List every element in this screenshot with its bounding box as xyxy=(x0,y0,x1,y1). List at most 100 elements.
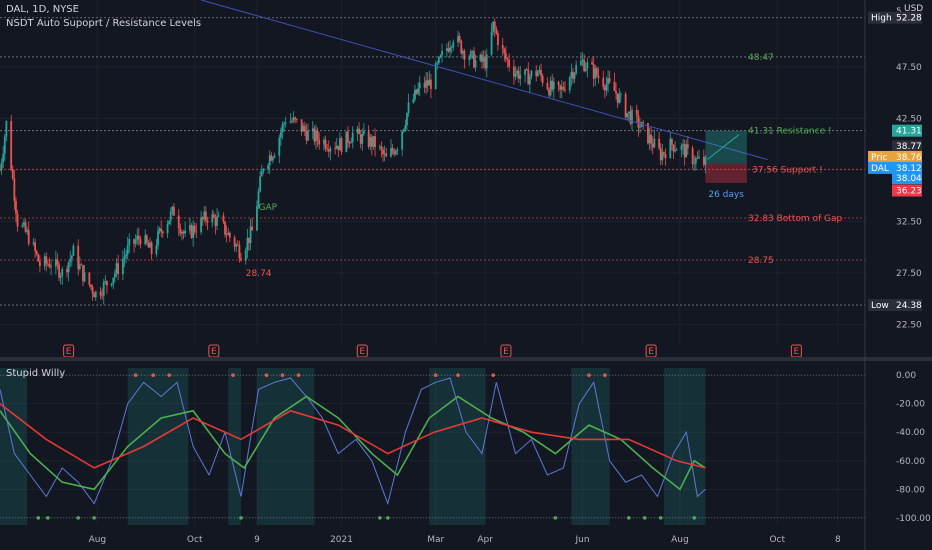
price-tag xyxy=(868,299,922,312)
oscillator-top-marker xyxy=(296,373,301,377)
candle-body xyxy=(32,242,35,244)
price-tag-value: 52.28 xyxy=(896,14,922,24)
candle-body xyxy=(650,134,653,144)
candle-body xyxy=(557,81,560,86)
candle-body xyxy=(407,102,410,114)
candle-body xyxy=(418,82,421,89)
candle-body xyxy=(94,291,97,298)
oscillator-tick-label: -20.00 xyxy=(896,400,925,410)
candle-body xyxy=(607,78,609,85)
oscillator-top-marker xyxy=(433,373,438,377)
candle-body xyxy=(473,51,475,68)
candle-body xyxy=(603,86,606,91)
candle-body xyxy=(272,157,274,161)
price-tag-value: 41.31 xyxy=(896,127,922,137)
oscillator-bottom-marker xyxy=(642,516,647,520)
candle-body xyxy=(669,138,672,159)
oscillator-bottom-marker xyxy=(239,516,243,520)
oscillator-bottom-marker xyxy=(92,516,96,520)
oscillator-bottom-marker xyxy=(378,516,382,520)
candle-body xyxy=(323,139,325,145)
candle-body xyxy=(658,138,661,149)
earnings-marker-label: E xyxy=(503,347,509,357)
candle-body xyxy=(423,82,426,88)
candle-body xyxy=(193,225,196,232)
candle-body xyxy=(203,211,206,220)
candle-body xyxy=(179,228,182,234)
candle-body xyxy=(350,142,353,144)
candle-body xyxy=(206,220,209,223)
candle-body xyxy=(439,55,442,58)
time-tick-label: Aug xyxy=(671,535,689,545)
candle-body xyxy=(583,59,586,72)
time-tick-label: 8 xyxy=(835,535,841,545)
candle-body xyxy=(430,79,432,90)
candle-body xyxy=(527,69,530,85)
oscillator-bottom-marker xyxy=(658,516,663,520)
candle-body xyxy=(560,86,563,90)
candle-body xyxy=(597,75,600,78)
candle-body xyxy=(260,171,263,177)
candle-body xyxy=(406,113,408,126)
candle-body xyxy=(15,200,17,214)
candle-body xyxy=(291,121,293,123)
candle-body xyxy=(642,122,645,124)
candle-body xyxy=(635,109,638,116)
candle-body xyxy=(50,266,52,268)
candle-body xyxy=(385,153,388,157)
candle-body xyxy=(58,264,60,278)
candle-body xyxy=(426,80,429,86)
earnings-marker-label: E xyxy=(794,347,800,357)
candle-body xyxy=(324,139,327,149)
candle-body xyxy=(629,111,632,124)
candle-body xyxy=(675,149,678,151)
candle-body xyxy=(80,264,83,266)
candle-body xyxy=(110,283,113,286)
candle-body xyxy=(246,237,249,251)
candle-body xyxy=(417,88,420,94)
symbol-title: DAL, 1D, NYSE xyxy=(6,4,79,15)
time-tick-label: 9 xyxy=(254,535,260,545)
candle-body xyxy=(235,244,238,247)
candle-body xyxy=(27,230,30,244)
earnings-marker-label: E xyxy=(359,347,365,357)
candle-body xyxy=(249,226,252,244)
candle-body xyxy=(99,291,102,296)
oscillator-top-marker xyxy=(231,373,235,377)
candle-body xyxy=(161,231,164,234)
candle-body xyxy=(458,36,461,41)
oscillator-top-marker xyxy=(167,373,171,377)
trendline xyxy=(200,0,768,161)
candle-body xyxy=(169,211,172,221)
candle-body xyxy=(516,70,518,74)
candle-body xyxy=(361,134,364,144)
candle-body xyxy=(698,156,700,159)
candle-body xyxy=(434,63,437,90)
candle-body xyxy=(251,226,254,231)
candle-body xyxy=(651,143,654,148)
candle-body xyxy=(461,50,464,54)
candle-body xyxy=(474,60,477,68)
price-tag-value: 38.12 xyxy=(896,164,922,174)
candle-body xyxy=(370,137,373,147)
candle-body xyxy=(591,62,593,65)
oscillator-top-marker xyxy=(264,373,269,377)
candle-body xyxy=(38,261,41,267)
candle-body xyxy=(136,235,139,241)
oscillator-tick-label: -80.00 xyxy=(896,485,925,495)
candle-body xyxy=(326,148,329,150)
level-label: 28.75 xyxy=(748,256,774,266)
candle-body xyxy=(227,232,230,235)
candle-body xyxy=(238,245,241,259)
candle-body xyxy=(66,269,68,273)
price-tick-label: 32.50 xyxy=(896,217,922,227)
candle-body xyxy=(541,75,544,84)
candle-body xyxy=(157,230,159,246)
candle-body xyxy=(177,215,180,229)
candle-body xyxy=(540,69,542,76)
candle-body xyxy=(189,225,191,231)
candle-body xyxy=(171,206,174,212)
time-tick-label: Apr xyxy=(477,535,493,545)
candle-body xyxy=(517,70,520,79)
